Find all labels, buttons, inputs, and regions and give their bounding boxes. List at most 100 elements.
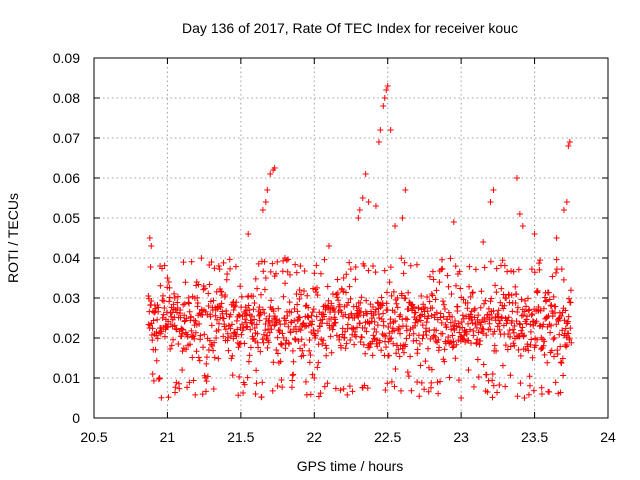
- data-point: [265, 317, 272, 324]
- data-point: [449, 332, 456, 339]
- data-point: [229, 372, 236, 379]
- data-point: [289, 347, 296, 354]
- data-point: [290, 371, 297, 378]
- data-point: [334, 294, 341, 301]
- data-point: [459, 335, 466, 342]
- data-point: [203, 360, 210, 367]
- data-point: [194, 294, 201, 301]
- data-point: [155, 304, 162, 311]
- data-points: [145, 83, 575, 401]
- data-point: [430, 332, 437, 339]
- data-point: [344, 391, 351, 398]
- data-point: [518, 327, 525, 334]
- data-point: [537, 307, 544, 314]
- data-point: [294, 308, 301, 315]
- data-point: [566, 295, 573, 302]
- data-point: [174, 293, 181, 300]
- data-point: [302, 303, 309, 310]
- data-point: [512, 299, 519, 306]
- data-point: [340, 275, 347, 281]
- data-point: [502, 295, 509, 301]
- data-point: [334, 276, 341, 283]
- data-point: [445, 334, 452, 341]
- data-point: [292, 261, 299, 268]
- data-point: [491, 342, 498, 349]
- data-point: [383, 289, 390, 296]
- data-point: [206, 281, 213, 288]
- data-point: [257, 348, 264, 355]
- data-point: [429, 304, 436, 311]
- data-point: [562, 307, 569, 314]
- data-point: [276, 327, 283, 334]
- data-point: [496, 326, 503, 333]
- data-point: [363, 297, 370, 304]
- data-point: [492, 282, 499, 289]
- data-point: [195, 354, 202, 361]
- data-point: [194, 300, 201, 307]
- data-point: [534, 287, 541, 294]
- data-point: [346, 283, 353, 290]
- data-point: [240, 389, 247, 396]
- data-point: [330, 322, 337, 329]
- data-point: [464, 299, 471, 306]
- data-point: [428, 291, 435, 297]
- data-point: [541, 338, 548, 345]
- data-point: [274, 383, 281, 389]
- data-point: [505, 314, 512, 321]
- data-point: [455, 377, 462, 384]
- data-point: [528, 336, 535, 343]
- data-point: [146, 235, 153, 241]
- data-point: [480, 239, 487, 245]
- data-point: [499, 257, 506, 264]
- data-point: [188, 327, 195, 334]
- data-point: [438, 319, 445, 326]
- data-point: [161, 305, 168, 312]
- data-point: [440, 301, 447, 308]
- data-point: [426, 273, 433, 280]
- data-point: [260, 331, 267, 338]
- data-point: [524, 313, 531, 320]
- data-point: [494, 389, 501, 396]
- data-point: [300, 352, 307, 359]
- data-point: [215, 320, 222, 327]
- data-point: [309, 309, 316, 316]
- data-point: [310, 306, 317, 313]
- data-point: [352, 276, 359, 283]
- data-point: [507, 333, 514, 340]
- data-point: [268, 297, 275, 304]
- data-point: [511, 342, 518, 349]
- data-point: [385, 338, 392, 345]
- data-point: [394, 304, 401, 311]
- data-point: [372, 309, 379, 316]
- data-point: [249, 320, 256, 327]
- data-point: [215, 355, 222, 362]
- data-point: [358, 334, 365, 341]
- data-point: [147, 263, 154, 270]
- data-point: [397, 330, 404, 337]
- data-point: [412, 309, 419, 316]
- data-point: [550, 293, 557, 300]
- data-point: [440, 313, 447, 320]
- data-point: [203, 378, 210, 385]
- data-point: [408, 301, 415, 308]
- data-point: [557, 359, 564, 366]
- data-point: [153, 357, 160, 364]
- data-point: [215, 326, 222, 333]
- data-point: [549, 273, 556, 280]
- data-point: [435, 336, 442, 343]
- data-point: [392, 366, 399, 373]
- data-point: [455, 337, 462, 344]
- data-point: [553, 256, 560, 263]
- data-point: [432, 333, 439, 340]
- data-point: [209, 342, 216, 349]
- data-point: [565, 313, 572, 320]
- data-point: [323, 345, 330, 352]
- data-point: [230, 335, 237, 342]
- data-point: [192, 317, 199, 324]
- data-point: [529, 310, 536, 317]
- data-point: [358, 294, 365, 301]
- data-point: [301, 342, 308, 349]
- data-point: [315, 393, 322, 400]
- data-point: [253, 367, 260, 374]
